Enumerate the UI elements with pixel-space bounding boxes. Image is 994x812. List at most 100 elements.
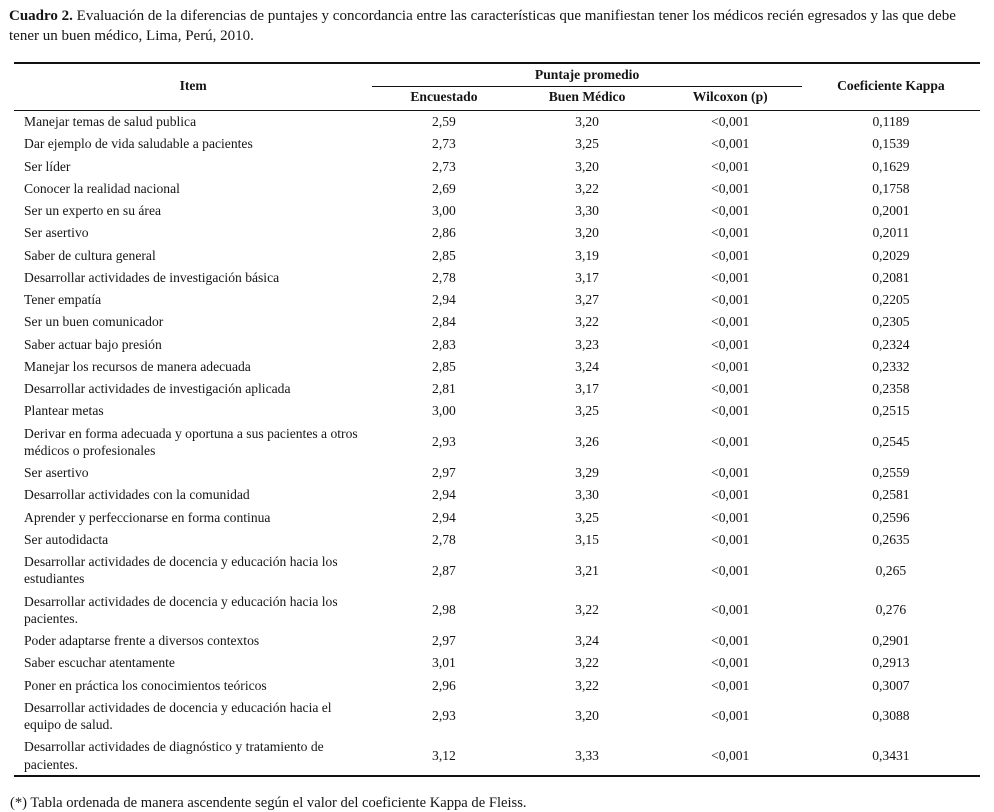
item-cell: Ser un buen comunicador <box>24 314 164 330</box>
encuestado-cell: 2,97 <box>432 465 456 481</box>
encuestado-cell: 2,98 <box>432 602 456 618</box>
encuestado-cell: 2,78 <box>432 531 456 547</box>
wilcoxon-cell: <0,001 <box>711 247 750 263</box>
table-row: Poner en práctica los conocimientos teór… <box>14 674 980 696</box>
table-row: Derivar en forma adecuada y oportuna a s… <box>14 422 980 462</box>
table-row: Desarrollar actividades con la comunidad… <box>14 484 980 506</box>
wilcoxon-cell: <0,001 <box>711 531 750 547</box>
table-row: Plantear metas 3,00 3,25 <0,001 0,2515 <box>14 400 980 422</box>
col-header-encuestado: Encuestado <box>372 86 516 111</box>
table-row: Manejar temas de salud publica 2,59 3,20 <0… <box>14 110 980 133</box>
encuestado-cell: 2,93 <box>432 434 456 450</box>
col-header-buen-medico: Buen Médico <box>515 86 659 111</box>
kappa-cell: 0,2205 <box>872 292 910 308</box>
table-row: Ser autodidacta 2,78 3,15 <0,001 0,2635 <box>14 528 980 550</box>
item-cell: Dar ejemplo de vida saludable a paciente… <box>24 136 253 152</box>
encuestado-cell: 2,59 <box>432 114 456 130</box>
table-row: Desarrollar actividades de investigación… <box>14 266 980 288</box>
item-cell: Poder adaptarse frente a diversos contex… <box>24 633 260 649</box>
buen-medico-cell: 3,30 <box>575 487 599 503</box>
encuestado-cell: 2,94 <box>432 487 456 503</box>
table-body: Manejar temas de salud publica 2,59 3,20 <0… <box>14 110 980 776</box>
table-row: Saber escuchar atentamente 3,01 3,22 <0,001… <box>14 652 980 674</box>
wilcoxon-cell: <0,001 <box>711 434 750 450</box>
encuestado-cell: 2,93 <box>432 708 456 724</box>
item-cell: Ser autodidacta <box>24 531 109 547</box>
kappa-cell: 0,2559 <box>872 465 910 481</box>
item-cell: Desarrollar actividades de diagnóstico y… <box>24 739 324 772</box>
table-row: Conocer la realidad nacional 2,69 3,22 <0,0… <box>14 177 980 199</box>
buen-medico-cell: 3,22 <box>575 314 599 330</box>
col-header-wilcoxon: Wilcoxon (p) <box>658 86 802 111</box>
table-row: Desarrollar actividades de investigación… <box>14 378 980 400</box>
kappa-cell: 0,2305 <box>872 314 910 330</box>
kappa-cell: 0,276 <box>875 602 907 618</box>
item-cell: Plantear metas <box>24 403 104 419</box>
results-table: Item Puntaje promedio Coeficiente Kappa … <box>14 61 980 778</box>
table-row: Desarrollar actividades de diagnóstico y… <box>14 736 980 777</box>
table-row: Desarrollar actividades de docencia y ed… <box>14 696 980 736</box>
table-row: Manejar los recursos de manera adecuada 2… <box>14 355 980 377</box>
encuestado-cell: 2,81 <box>432 381 456 397</box>
encuestado-cell: 2,86 <box>432 225 456 241</box>
encuestado-cell: 2,85 <box>432 358 456 374</box>
buen-medico-cell: 3,25 <box>575 136 599 152</box>
item-cell: Ser asertivo <box>24 225 89 241</box>
item-cell: Desarrollar actividades de docencia y ed… <box>24 699 332 733</box>
item-cell: Derivar en forma adecuada y oportuna a s… <box>24 425 358 458</box>
encuestado-cell: 2,78 <box>432 269 456 285</box>
item-cell: Tener empatía <box>24 292 102 308</box>
buen-medico-cell: 3,22 <box>575 677 599 693</box>
wilcoxon-cell: <0,001 <box>711 677 750 693</box>
encuestado-cell: 2,87 <box>432 562 456 578</box>
table-row: Poder adaptarse frente a diversos contex… <box>14 630 980 652</box>
wilcoxon-cell: <0,001 <box>711 747 750 763</box>
encuestado-cell: 2,73 <box>432 136 456 152</box>
item-cell: Ser líder <box>24 158 71 174</box>
kappa-cell: 0,2081 <box>872 269 910 285</box>
buen-medico-cell: 3,19 <box>575 247 599 263</box>
wilcoxon-cell: <0,001 <box>711 487 750 503</box>
wilcoxon-cell: <0,001 <box>711 292 750 308</box>
header-row-1: Item Puntaje promedio Coeficiente Kappa <box>14 62 980 111</box>
wilcoxon-cell: <0,001 <box>711 403 750 419</box>
encuestado-cell: 3,00 <box>432 403 456 419</box>
buen-medico-cell: 3,17 <box>575 269 599 285</box>
kappa-cell: 0,2913 <box>872 655 910 671</box>
kappa-cell: 0,2324 <box>872 336 910 352</box>
kappa-cell: 0,1758 <box>872 180 910 196</box>
encuestado-cell: 2,84 <box>432 314 456 330</box>
encuestado-cell: 2,85 <box>432 247 456 263</box>
kappa-cell: 0,2358 <box>872 381 910 397</box>
item-cell: Desarrollar actividades de docencia y ed… <box>24 593 338 626</box>
kappa-cell: 0,1539 <box>872 136 910 152</box>
table-header: Item Puntaje promedio Coeficiente Kappa … <box>14 62 980 111</box>
table-row: Saber de cultura general 2,85 3,19 <0,001 0,… <box>14 244 980 266</box>
buen-medico-cell: 3,20 <box>575 114 599 130</box>
wilcoxon-cell: <0,001 <box>711 136 750 152</box>
table-footnote: (*) Tabla ordenada de manera ascendente … <box>10 795 527 812</box>
item-cell: Saber actuar bajo presión <box>24 336 162 352</box>
table-row: Aprender y perfeccionarse en forma conti… <box>14 506 980 528</box>
table-row: Ser un buen comunicador 2,84 3,22 <0,001 0,2… <box>14 311 980 333</box>
kappa-cell: 0,265 <box>875 562 907 578</box>
wilcoxon-cell: <0,001 <box>711 465 750 481</box>
kappa-cell: 0,2029 <box>872 247 910 263</box>
table-row: Tener empatía 2,94 3,27 <0,001 0,2205 <box>14 289 980 311</box>
kappa-cell: 0,2332 <box>872 358 910 374</box>
buen-medico-cell: 3,27 <box>575 292 599 308</box>
wilcoxon-cell: <0,001 <box>711 358 750 374</box>
kappa-cell: 0,2635 <box>872 531 910 547</box>
item-cell: Desarrollar actividades de docencia y ed… <box>24 554 338 587</box>
item-cell: Saber escuchar atentamente <box>24 655 175 671</box>
item-cell: Ser un experto en su área <box>24 203 162 219</box>
table-row: Dar ejemplo de vida saludable a paciente… <box>14 133 980 155</box>
buen-medico-cell: 3,22 <box>575 655 599 671</box>
wilcoxon-cell: <0,001 <box>711 203 750 219</box>
encuestado-cell: 3,12 <box>432 747 456 763</box>
col-group-puntaje-promedio: Puntaje promedio <box>372 62 802 87</box>
kappa-cell: 0,2901 <box>872 633 910 649</box>
encuestado-cell: 2,83 <box>432 336 456 352</box>
item-cell: Ser asertivo <box>24 465 89 481</box>
item-cell: Manejar los recursos de manera adecuada <box>24 358 251 374</box>
